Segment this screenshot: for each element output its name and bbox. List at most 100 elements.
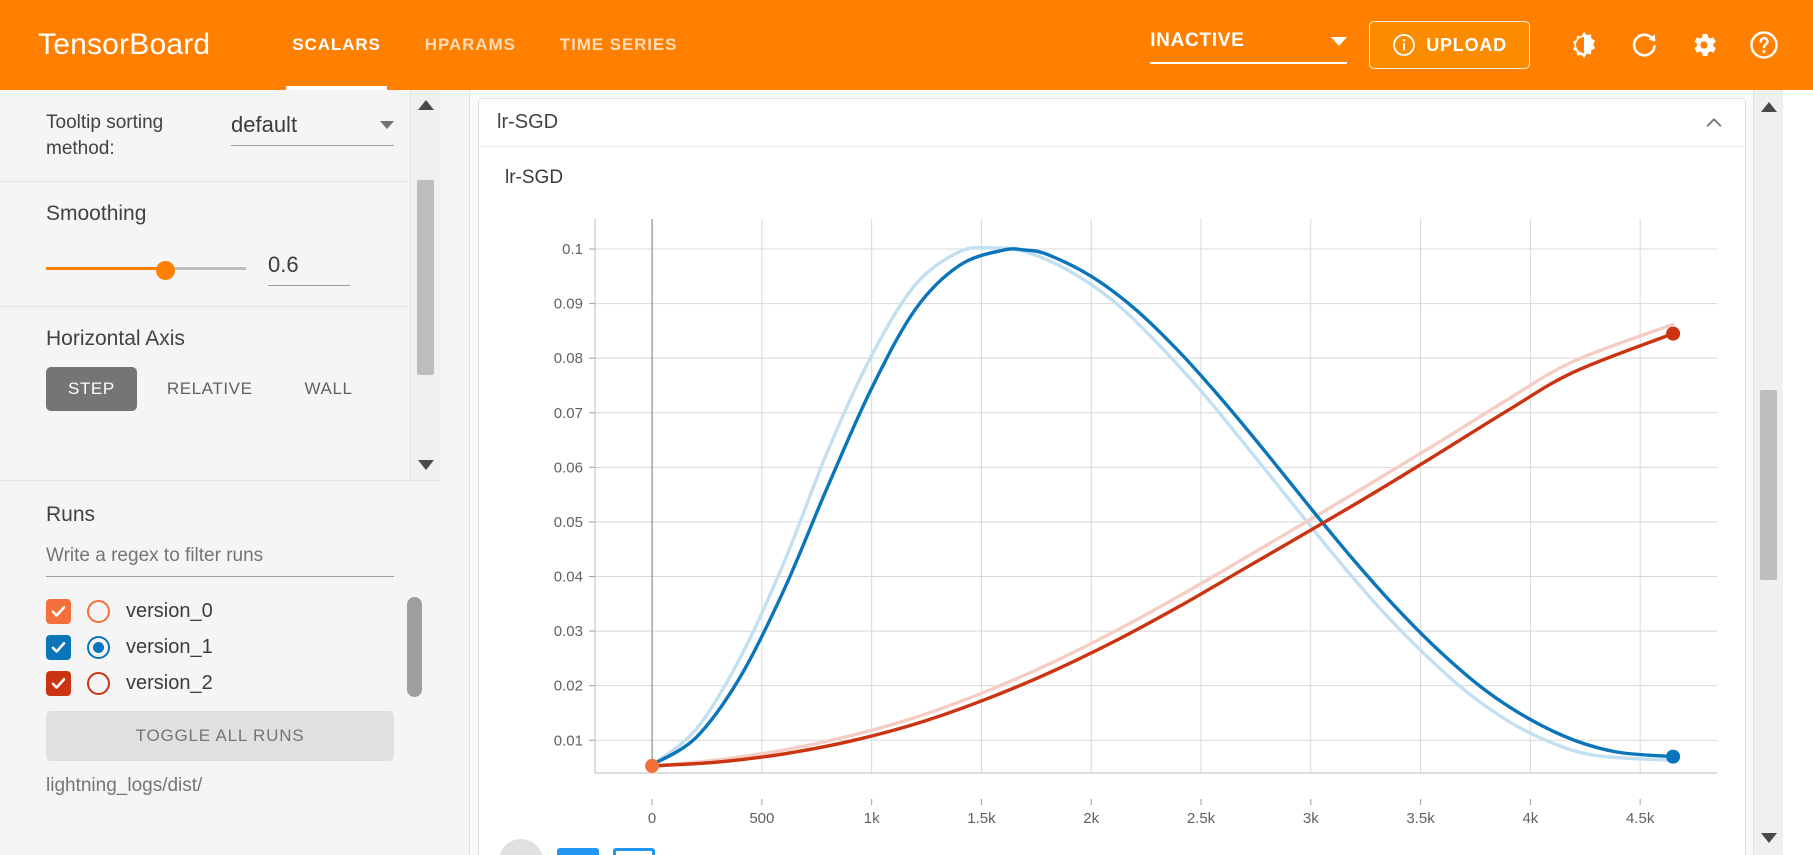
svg-text:0.03: 0.03 (554, 623, 583, 640)
settings-gear-icon[interactable] (1681, 22, 1727, 68)
run-item-version_0[interactable]: version_0 (46, 593, 440, 629)
scroll-up-arrow-icon[interactable] (1760, 102, 1777, 112)
svg-text:0.04: 0.04 (554, 569, 583, 586)
scroll-down-arrow-icon[interactable] (417, 460, 434, 470)
settings-scrollbar[interactable] (410, 90, 440, 480)
runs-list: version_0 version_1 (0, 593, 440, 701)
smoothing-label: Smoothing (46, 202, 147, 226)
refresh-icon[interactable] (1621, 22, 1667, 68)
scroll-down-arrow-icon[interactable] (1760, 833, 1777, 843)
content-area: Tooltip sorting method: default Smoothin… (0, 90, 1813, 855)
scalar-card-lr-sgd: lr-SGD lr-SGD 0.01 0.02 0.03 0.04 0.05 0.06 0.… (478, 98, 1746, 855)
main-panel: lr-SGD lr-SGD 0.01 0.02 0.03 0.04 0.05 0.06 0.… (470, 90, 1783, 855)
run-radio-version_0[interactable] (87, 599, 110, 623)
svg-text:1k: 1k (864, 810, 880, 827)
runs-section: Runs version_0 (0, 481, 440, 797)
run-checkbox-version_1[interactable] (46, 634, 71, 660)
svg-text:0.1: 0.1 (562, 241, 583, 258)
svg-text:3.5k: 3.5k (1406, 810, 1435, 827)
svg-text:0.09: 0.09 (554, 296, 583, 313)
run-status-dropdown[interactable]: INACTIVE (1150, 26, 1348, 64)
tooltip-sorting-value: default (231, 112, 298, 137)
svg-text:0.05: 0.05 (554, 514, 583, 531)
runs-filter-input[interactable] (46, 545, 394, 577)
run-label-version_1: version_1 (126, 635, 213, 658)
svg-text:0.06: 0.06 (554, 459, 583, 476)
check-icon (51, 641, 66, 653)
axis-mode-relative[interactable]: RELATIVE (166, 379, 253, 399)
svg-text:0: 0 (648, 810, 656, 827)
app-header: TensorBoard SCALARS HPARAMS TIME SERIES … (0, 0, 1813, 90)
radio-dot (93, 641, 104, 653)
svg-text:0.07: 0.07 (554, 405, 583, 422)
tooltip-sorting-section: Tooltip sorting method: default (0, 90, 440, 183)
svg-text:4k: 4k (1522, 810, 1538, 827)
settings-scroll-region: Tooltip sorting method: default Smoothin… (0, 90, 440, 480)
run-radio-version_1[interactable] (87, 635, 110, 659)
smoothing-slider[interactable] (46, 260, 246, 281)
app-brand: TensorBoard (38, 28, 211, 61)
settings-sidebar: Tooltip sorting method: default Smoothin… (0, 90, 470, 855)
tab-hparams[interactable]: HPARAMS (424, 35, 516, 54)
main-nav-tabs: SCALARS HPARAMS TIME SERIES (270, 0, 699, 90)
run-item-version_1[interactable]: version_1 (46, 629, 440, 665)
slider-thumb[interactable] (156, 261, 175, 281)
svg-text:0.01: 0.01 (554, 732, 583, 749)
tab-scalars[interactable]: SCALARS (270, 0, 402, 90)
runs-list-scrollbar-thumb[interactable] (407, 597, 422, 697)
axis-mode-step[interactable]: STEP (46, 367, 137, 412)
run-label-version_0: version_0 (126, 599, 213, 622)
upload-label: UPLOAD (1426, 34, 1507, 55)
run-status-value: INACTIVE (1150, 30, 1245, 51)
horizontal-axis-label: Horizontal Axis (46, 327, 185, 351)
smoothing-section: Smoothing 0.6 (0, 182, 440, 308)
toggle-all-runs-button[interactable]: TOGGLE ALL RUNS (46, 711, 394, 761)
scroll-up-arrow-icon[interactable] (417, 100, 434, 110)
info-icon (1393, 34, 1416, 56)
run-label-version_2: version_2 (126, 671, 213, 694)
upload-button[interactable]: UPLOAD (1369, 21, 1530, 69)
tooltip-sorting-dropdown[interactable]: default (231, 112, 394, 146)
svg-text:3k: 3k (1303, 810, 1319, 827)
svg-text:0.08: 0.08 (554, 350, 583, 367)
horizontal-axis-section: Horizontal Axis STEP RELATIVE WALL (0, 307, 440, 431)
log-directory-path: lightning_logs/dist/ (46, 775, 203, 796)
svg-text:1.5k: 1.5k (967, 810, 996, 827)
line-chart[interactable]: 0.01 0.02 0.03 0.04 0.05 0.06 0.07 0.08 0.09 0.1 (505, 201, 1725, 801)
help-icon[interactable] (1741, 22, 1787, 68)
expand-chart-button[interactable] (499, 839, 543, 855)
tab-time-series[interactable]: TIME SERIES (559, 35, 678, 54)
brightness-icon[interactable] (1561, 22, 1607, 68)
svg-text:500: 500 (749, 810, 774, 827)
run-radio-version_2[interactable] (87, 671, 110, 695)
axis-mode-wall[interactable]: WALL (304, 379, 353, 399)
main-scrollbar-thumb[interactable] (1760, 390, 1777, 580)
chevron-down-icon (1331, 36, 1348, 46)
runs-label: Runs (46, 503, 96, 526)
settings-pin-button[interactable] (613, 848, 655, 855)
card-title: lr-SGD (497, 111, 559, 133)
run-checkbox-version_2[interactable] (46, 670, 71, 696)
svg-text:2k: 2k (1083, 810, 1099, 827)
svg-text:0.02: 0.02 (554, 678, 583, 695)
run-checkbox-version_0[interactable] (46, 598, 71, 624)
chevron-up-icon[interactable] (1703, 112, 1725, 134)
smoothing-value-input[interactable]: 0.6 (268, 252, 350, 287)
expand-icon (510, 850, 532, 855)
sidebar-divider (0, 480, 440, 481)
chart-toolbar (499, 839, 655, 855)
check-icon (51, 677, 66, 689)
card-header: lr-SGD (479, 99, 1745, 147)
run-item-version_2[interactable]: version_2 (46, 665, 440, 701)
plot-title: lr-SGD (505, 167, 564, 188)
data-download-button[interactable] (557, 848, 599, 855)
slider-fill (46, 267, 166, 271)
settings-scrollbar-thumb[interactable] (417, 180, 434, 375)
horizontal-axis-options: STEP RELATIVE WALL (46, 367, 394, 412)
svg-text:2.5k: 2.5k (1187, 810, 1216, 827)
svg-text:4.5k: 4.5k (1626, 810, 1655, 827)
tooltip-sorting-label: Tooltip sorting method: (46, 112, 164, 159)
check-icon (51, 605, 66, 617)
x-axis-tick-labels: 0 500 1k 1.5k 2k 2.5k 3k 3.5k 4k 4.5k (648, 799, 1655, 827)
main-scrollbar[interactable] (1753, 90, 1783, 855)
